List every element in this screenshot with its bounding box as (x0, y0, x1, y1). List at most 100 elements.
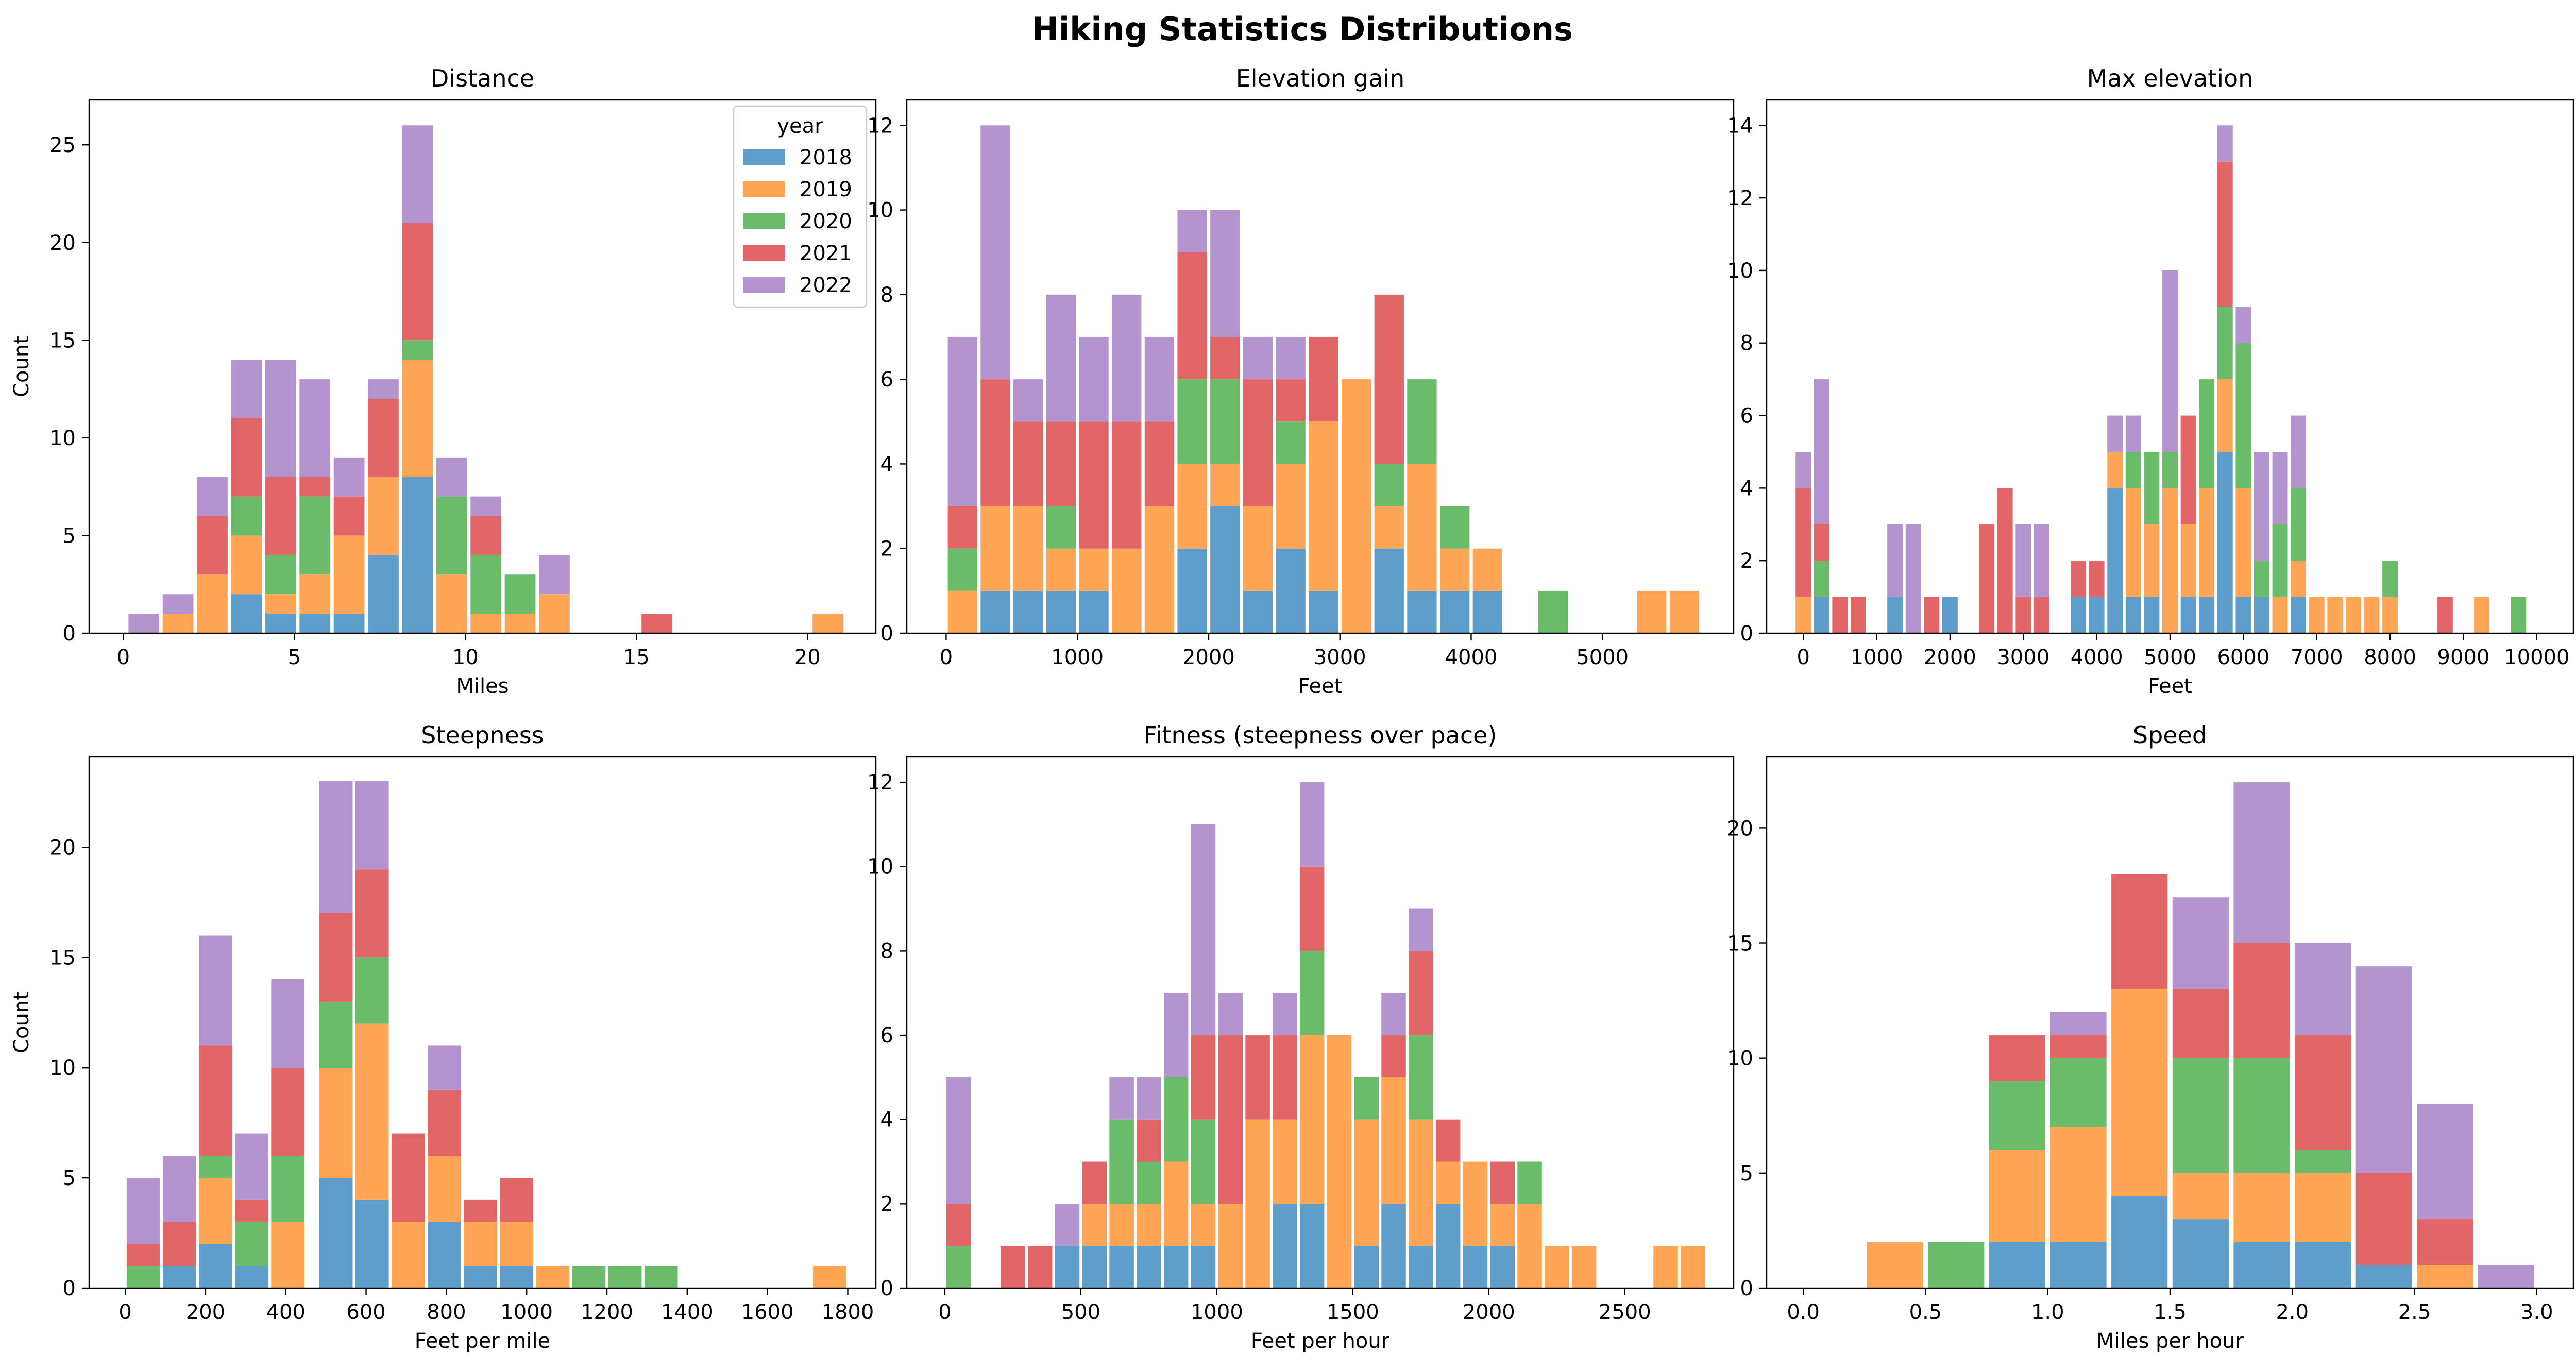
y-tick-label: 6 (880, 368, 893, 392)
bar-2019-bin-11 (500, 1222, 534, 1266)
x-tick-label: 1600 (741, 1300, 794, 1324)
bar-2018-bin-14 (1374, 548, 1404, 633)
bar-2021-bin-14 (641, 614, 672, 633)
bar-2019-bin-3 (1013, 506, 1043, 591)
bars (126, 781, 846, 1288)
x-tick-label: 1000 (1191, 1300, 1243, 1324)
bar-2019-bin-17 (1409, 1119, 1433, 1246)
bar-2022-bin-16 (1381, 993, 1406, 1036)
bar-2020-bin-33 (2511, 597, 2527, 633)
bar-2022-bin-21 (2217, 125, 2233, 162)
bar-2022-bin-9 (2355, 966, 2412, 1173)
bar-2021-bin-5 (2111, 874, 2168, 989)
y-tick-label: 5 (63, 1166, 76, 1190)
bar-2018-bin-3 (199, 1244, 232, 1288)
bar-2018-bin-5 (1887, 597, 1903, 633)
bar-2018-bin-2 (162, 1266, 196, 1288)
bar-2018-bin-8 (1177, 548, 1207, 633)
bar-2021-bin-21 (2217, 161, 2233, 307)
y-tick-label: 12 (867, 771, 893, 794)
bars (946, 782, 1705, 1288)
bar-2022-bin-6 (1112, 294, 1142, 422)
bar-2018-bin-3 (1013, 590, 1043, 633)
bar-2021-bin-1 (946, 1204, 971, 1246)
y-tick-label: 8 (1740, 332, 1753, 356)
bar-2021-bin-8 (392, 1133, 425, 1222)
bar-2021-bin-20 (1490, 1161, 1515, 1204)
y-tick-label: 14 (1727, 114, 1753, 138)
x-tick-label: 4000 (1445, 646, 1498, 669)
bar-2018-bin-21 (2217, 451, 2233, 633)
bar-2022-bin-1 (946, 1077, 971, 1204)
legend-swatch-2022 (743, 277, 785, 293)
y-tick-label: 20 (49, 231, 76, 255)
axes-frame (88, 99, 877, 634)
bar-2020-bin-7 (2233, 1058, 2290, 1173)
bar-2020-bin-8 (2295, 1150, 2351, 1173)
bar-2019-bin-21 (2217, 379, 2233, 452)
bar-2022-bin-15 (2107, 415, 2123, 452)
bar-2021-bin-19 (2180, 415, 2196, 524)
bar-2020-bin-4 (2050, 1058, 2107, 1127)
bar-2020-bin-4 (231, 496, 262, 536)
bar-2021-bin-12 (1309, 337, 1338, 422)
bar-2019-bin-17 (2144, 524, 2160, 597)
bar-2018-bin-5 (1079, 590, 1109, 633)
bar-2020-bin-9 (402, 340, 433, 360)
bar-2019-bin-5 (1079, 548, 1109, 591)
bar-2018-bin-6 (1109, 1246, 1134, 1288)
bar-2022-bin-24 (2272, 451, 2288, 524)
x-tick-label: 4000 (2071, 646, 2123, 669)
bar-2018-bin-4 (231, 594, 262, 633)
x-axis-label: Miles per hour (2096, 1329, 2244, 1353)
x-tick-label: 0 (938, 1300, 951, 1324)
chart-title: Elevation gain (1236, 64, 1405, 92)
legend-label-2021: 2021 (800, 242, 852, 265)
bar-2018-bin-4 (2050, 1242, 2107, 1288)
bar-2021-bin-31 (2437, 597, 2453, 633)
bar-2022-bin-8 (1177, 210, 1207, 252)
y-tick-label: 0 (1740, 1277, 1753, 1300)
bar-2019-bin-25 (2291, 561, 2307, 597)
bar-2020-bin-16 (1439, 506, 1470, 549)
bar-2021-bin-1 (1795, 488, 1811, 597)
bar-2022-bin-8 (1163, 993, 1189, 1077)
y-tick-label: 2 (880, 1192, 893, 1216)
bar-2022-bin-3 (199, 935, 232, 1046)
y-tick-label: 25 (49, 133, 76, 157)
bar-2018-bin-4 (1046, 590, 1076, 633)
x-tick-label: 0 (940, 646, 953, 669)
bar-2022-bin-9 (428, 1045, 461, 1090)
chart-title: Speed (2133, 721, 2207, 749)
bar-2019-bin-7 (1144, 506, 1175, 633)
axes-frame (906, 756, 1735, 1289)
x-tick-label: 5 (288, 646, 301, 669)
bar-2019-bin-16 (1439, 548, 1470, 591)
bar-2019-bin-11 (470, 614, 502, 633)
bar-2019-bin-12 (536, 1266, 570, 1288)
y-tick-label: 0 (63, 1277, 76, 1300)
x-tick-label: 1800 (822, 1300, 874, 1324)
bar-2018-bin-7 (355, 1199, 389, 1288)
bar-2021-bin-11 (2015, 597, 2031, 633)
bar-2019-bin-16 (2125, 488, 2141, 597)
bar-2020-bin-22 (2235, 343, 2251, 488)
bar-2022-bin-2 (1814, 379, 1829, 524)
y-tick-label: 12 (1727, 187, 1753, 210)
bar-2019-bin-25 (1681, 1246, 1705, 1288)
bar-2018-bin-22 (2235, 597, 2251, 633)
x-tick-label: 10 (452, 646, 479, 669)
bar-2019-bin-8 (392, 1222, 425, 1288)
bar-2022-bin-1 (947, 337, 977, 506)
bar-2021-bin-9 (402, 223, 433, 341)
bar-2020-bin-25 (2291, 488, 2307, 561)
bar-2021-bin-7 (1144, 421, 1175, 506)
bar-2018-bin-16 (1381, 1204, 1406, 1288)
bar-2021-bin-17 (1409, 951, 1433, 1036)
bar-2021-bin-4 (1046, 421, 1076, 506)
legend-label-2020: 2020 (800, 210, 852, 233)
bar-2021-bin-2 (980, 379, 1010, 506)
x-tick-label: 2000 (1182, 646, 1235, 669)
x-tick-label: 1000 (1051, 646, 1104, 669)
bar-2022-bin-16 (2125, 415, 2141, 452)
